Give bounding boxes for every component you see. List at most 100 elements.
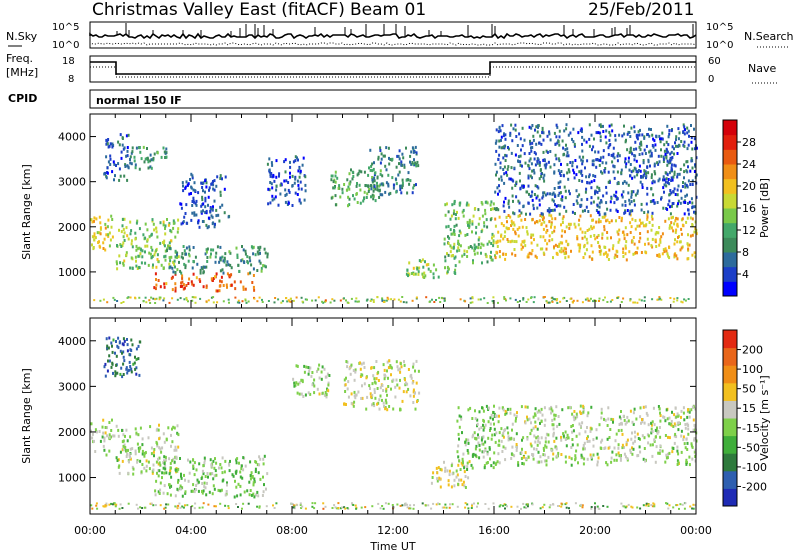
heatmap-cell	[583, 457, 586, 461]
heatmap-cell	[498, 439, 501, 443]
heatmap-cell	[321, 365, 324, 369]
heatmap-cell	[612, 152, 615, 156]
heatmap-cell	[654, 435, 657, 439]
heatmap-cell	[616, 210, 619, 213]
heatmap-cell	[626, 457, 629, 461]
heatmap-cell	[192, 465, 195, 468]
heatmap-cell	[183, 286, 186, 290]
heatmap-cell	[590, 133, 593, 137]
heatmap-cell	[121, 224, 124, 228]
heatmap-cell	[596, 190, 599, 194]
heatmap-cell	[363, 190, 366, 194]
x-tick-label: 08:00	[276, 524, 308, 537]
heatmap-cell	[533, 434, 536, 438]
heatmap-cell	[350, 168, 352, 172]
heatmap-cell	[349, 372, 352, 376]
heatmap-cell	[259, 457, 262, 461]
heatmap-cell	[404, 378, 406, 382]
heatmap-cell	[683, 144, 686, 148]
heatmap-cell	[227, 215, 230, 219]
heatmap-cell	[138, 447, 141, 451]
heatmap-cell	[491, 236, 493, 240]
heatmap-cell	[533, 238, 535, 242]
heatmap-cell	[201, 491, 204, 495]
heatmap-cell	[367, 190, 370, 193]
heatmap-cell	[168, 222, 171, 226]
heatmap-cell	[664, 247, 667, 251]
heatmap-cell	[385, 299, 388, 302]
heatmap-cell	[641, 221, 644, 225]
heatmap-cell	[121, 428, 123, 432]
heatmap-cell	[179, 202, 182, 206]
heatmap-cell	[163, 440, 166, 444]
heatmap-cell	[229, 274, 232, 278]
heatmap-cell	[607, 417, 610, 421]
heatmap-cell	[425, 263, 428, 267]
heatmap-cell	[638, 145, 641, 149]
heatmap-cell	[598, 163, 601, 167]
heatmap-cell	[194, 202, 197, 206]
heatmap-cell	[213, 225, 216, 229]
heatmap-cell	[614, 194, 617, 198]
heatmap-cell	[443, 297, 446, 300]
heatmap-cell	[623, 237, 626, 241]
heatmap-cell	[327, 381, 330, 385]
heatmap-cell	[534, 163, 537, 167]
heatmap-cell	[655, 445, 658, 449]
heatmap-cell	[277, 298, 280, 301]
heatmap-cell	[500, 178, 503, 182]
heatmap-cell	[565, 300, 568, 302]
heatmap-cell	[239, 493, 242, 497]
heatmap-cell	[680, 429, 683, 433]
heatmap-cell	[630, 225, 633, 229]
heatmap-cell	[463, 252, 466, 256]
heatmap-cell	[676, 152, 679, 155]
heatmap-cell	[235, 503, 238, 505]
heatmap-cell	[91, 243, 93, 247]
heatmap-cell	[164, 227, 166, 230]
heatmap-cell	[500, 175, 503, 179]
heatmap-cell	[490, 242, 493, 245]
heatmap-cell	[138, 266, 141, 269]
heatmap-cell	[156, 235, 159, 239]
heatmap-cell	[126, 297, 129, 299]
heatmap-cell	[517, 159, 519, 163]
heatmap-cell	[423, 271, 426, 275]
heatmap-cell	[254, 460, 257, 464]
heatmap-cell	[171, 266, 174, 270]
heatmap-cell	[174, 455, 177, 459]
heatmap-cell	[687, 427, 690, 431]
heatmap-cell	[599, 220, 602, 224]
heatmap-cell	[479, 246, 482, 250]
heatmap-cell	[687, 233, 689, 237]
heatmap-cell	[452, 212, 455, 216]
heatmap-cell	[556, 252, 559, 256]
heatmap-cell	[674, 238, 676, 242]
heatmap-cell	[238, 461, 240, 465]
heatmap-cell	[570, 425, 573, 428]
heatmap-cell	[145, 301, 148, 304]
heatmap-cell	[679, 240, 682, 244]
heatmap-cell	[650, 228, 653, 232]
heatmap-cell	[197, 221, 200, 225]
heatmap-cell	[134, 367, 137, 371]
heatmap-cell	[599, 135, 602, 139]
heatmap-cell	[183, 249, 186, 253]
heatmap-cell	[565, 444, 568, 448]
heatmap-cell	[296, 504, 299, 507]
heatmap-cell	[543, 448, 545, 452]
heatmap-cell	[672, 175, 675, 179]
heatmap-cell	[588, 173, 591, 177]
heatmap-cell	[620, 502, 623, 505]
heatmap-cell	[324, 391, 327, 394]
heatmap-cell	[594, 150, 597, 154]
heatmap-cell	[632, 236, 635, 239]
heatmap-cell	[626, 415, 629, 419]
heatmap-cell	[412, 388, 415, 392]
heatmap-cell	[411, 381, 414, 385]
heatmap-cell	[128, 460, 130, 464]
heatmap-cell	[538, 203, 541, 207]
heatmap-cell	[638, 240, 641, 244]
heatmap-cell	[221, 479, 224, 483]
heatmap-cell	[240, 464, 243, 468]
